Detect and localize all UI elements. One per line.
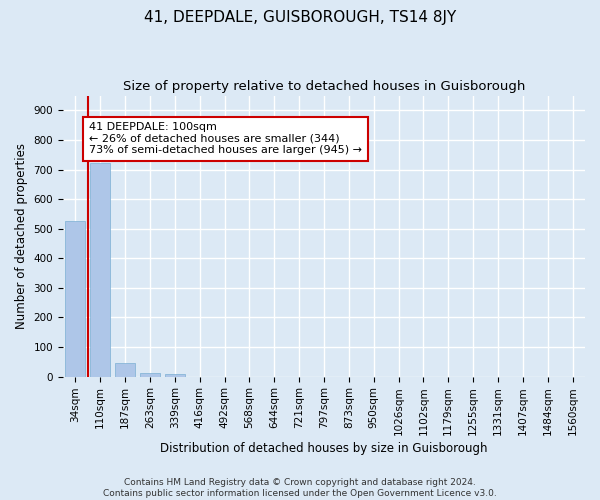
Text: 41 DEEPDALE: 100sqm
← 26% of detached houses are smaller (344)
73% of semi-detac: 41 DEEPDALE: 100sqm ← 26% of detached ho… [89,122,362,156]
Bar [65,222,85,376]
Text: 41, DEEPDALE, GUISBOROUGH, TS14 8JY: 41, DEEPDALE, GUISBOROUGH, TS14 8JY [144,10,456,25]
Y-axis label: Number of detached properties: Number of detached properties [15,143,28,329]
Bar [165,374,185,376]
Text: Contains HM Land Registry data © Crown copyright and database right 2024.
Contai: Contains HM Land Registry data © Crown c… [103,478,497,498]
Title: Size of property relative to detached houses in Guisborough: Size of property relative to detached ho… [123,80,525,93]
X-axis label: Distribution of detached houses by size in Guisborough: Distribution of detached houses by size … [160,442,488,455]
Bar [90,163,110,376]
Bar [140,374,160,376]
Bar [115,363,135,376]
